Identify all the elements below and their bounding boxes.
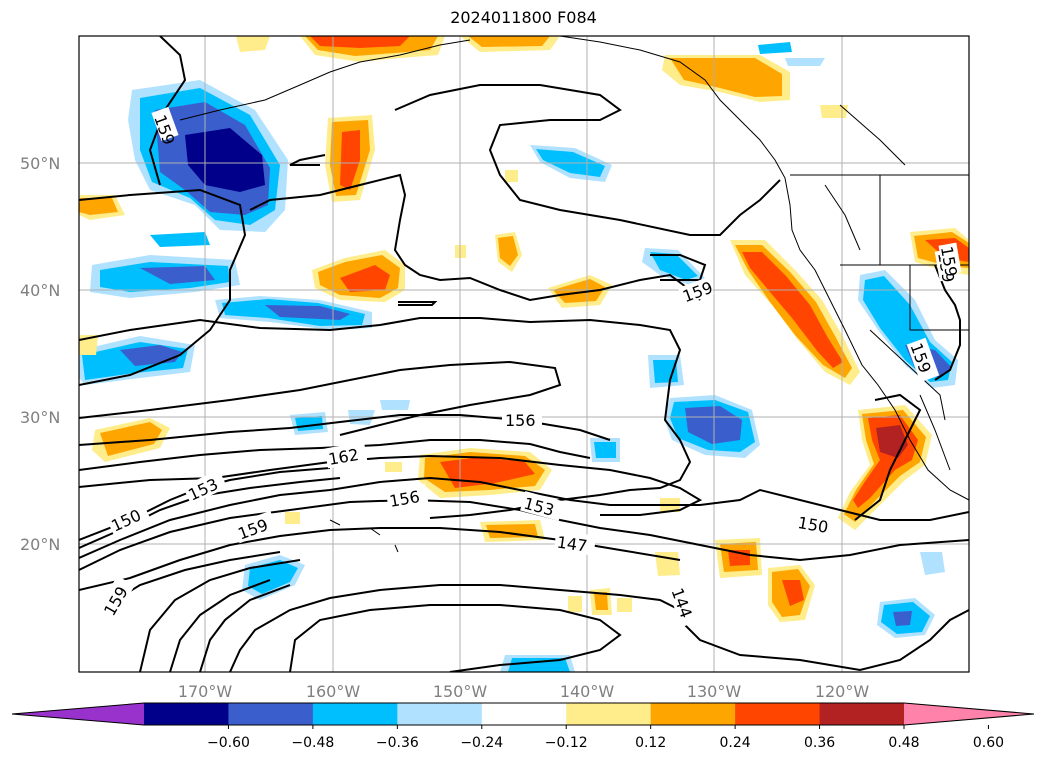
coastlines	[179, 36, 969, 553]
lon-label: 130°W	[687, 682, 742, 701]
colorbar: −0.60 −0.48 −0.36 −0.24 −0.12 0.12 0.24 0.36 0.4…	[11, 702, 1035, 751]
colorbar-extend-max	[904, 703, 1034, 725]
lon-label: 150°W	[433, 682, 488, 701]
lat-label: 30°N	[20, 408, 60, 427]
colorbar-extend-min	[12, 703, 144, 725]
lon-label: 120°W	[815, 682, 870, 701]
colorbar-segment	[481, 703, 567, 725]
colorbar-tick-label: 0.12	[635, 735, 666, 751]
colorbar-segment	[397, 703, 483, 725]
colorbar-tick-label: −0.48	[291, 735, 334, 751]
colorbar-tick-label: 0.36	[804, 735, 835, 751]
lat-label: 50°N	[20, 154, 60, 173]
colorbar-tick-label: 0.48	[888, 735, 919, 751]
contour-label: 156	[505, 411, 536, 430]
contour-label: 147	[556, 533, 589, 556]
colorbar-segment	[312, 703, 398, 725]
colorbar-segment	[819, 703, 905, 725]
grid-lines	[79, 36, 969, 672]
lon-label: 170°W	[178, 682, 233, 701]
colorbar-tick-label: −0.12	[545, 735, 588, 751]
lat-label: 40°N	[20, 281, 60, 300]
colorbar-segment	[650, 703, 736, 725]
colorbar-tick-label: −0.60	[207, 735, 250, 751]
colorbar-outline	[11, 702, 1035, 726]
colorbar-tick-label: 0.24	[720, 735, 751, 751]
map-plot-area: 159 159 159 156 162 153 150 159 156 153 …	[79, 36, 969, 672]
colorbar-segment	[144, 703, 229, 725]
colorbar-segment	[735, 703, 821, 725]
colorbar-segment	[228, 703, 314, 725]
colorbar-tick-label: −0.36	[376, 735, 419, 751]
map-title: 2024011800 F084	[450, 8, 597, 27]
contour-labels: 159 159 159 156 162 153 150 159 156 153 …	[97, 106, 962, 628]
colorbar-tick-label: −0.24	[460, 735, 503, 751]
lon-label: 160°W	[306, 682, 361, 701]
colorbar-tick-label: 0.60	[973, 735, 1004, 751]
map-frame	[78, 35, 970, 673]
lat-label: 20°N	[20, 535, 60, 554]
colorbar-segment	[566, 703, 652, 725]
lon-label: 140°W	[560, 682, 615, 701]
